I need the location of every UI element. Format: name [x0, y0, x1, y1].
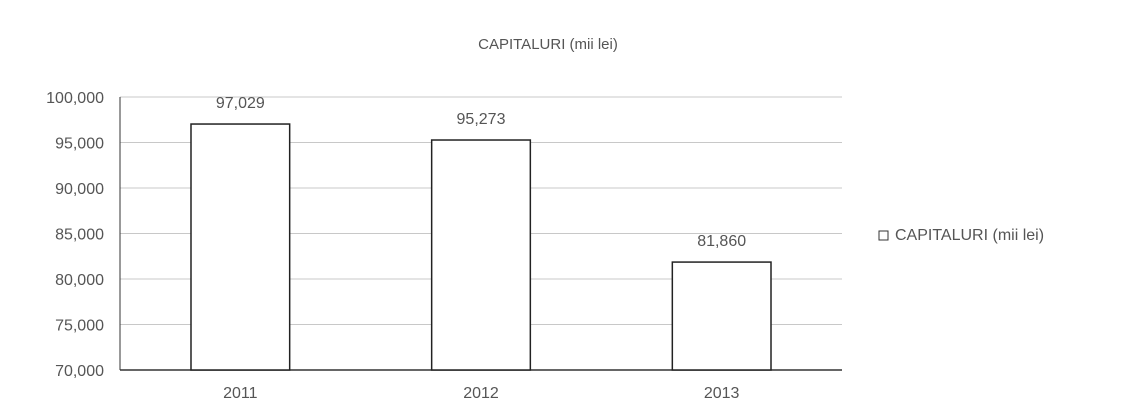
bars: [190, 123, 772, 371]
axes: 70,000 75,000 80,000 85,000 90,000 95,000 100,…: [46, 90, 842, 402]
legend-label: CAPITALURI (mii lei): [895, 227, 1044, 244]
chart-title: CAPITALURI (mii lei): [478, 36, 618, 53]
bar: [671, 261, 772, 371]
y-tick-label: 75,000: [55, 318, 104, 335]
x-tick-label: 2013: [704, 385, 740, 402]
y-tick-label: 80,000: [55, 272, 104, 289]
data-label: 81,860: [697, 233, 746, 250]
legend-swatch: [878, 230, 889, 241]
data-labels: 97,029 95,273 81,860: [216, 95, 746, 250]
data-label: 97,029: [216, 95, 265, 112]
x-tick-label: 2011: [223, 385, 258, 402]
y-tick-label: 95,000: [55, 136, 104, 153]
x-tick-label: 2012: [463, 385, 499, 402]
y-tick-label: 100,000: [46, 90, 104, 107]
y-tick-label: 90,000: [55, 181, 104, 198]
y-tick-label: 70,000: [55, 363, 104, 380]
legend: CAPITALURI (mii lei): [878, 227, 1044, 244]
data-label: 95,273: [457, 111, 506, 128]
bar: [190, 123, 291, 371]
y-tick-label: 85,000: [55, 227, 104, 244]
bar: [430, 139, 532, 371]
